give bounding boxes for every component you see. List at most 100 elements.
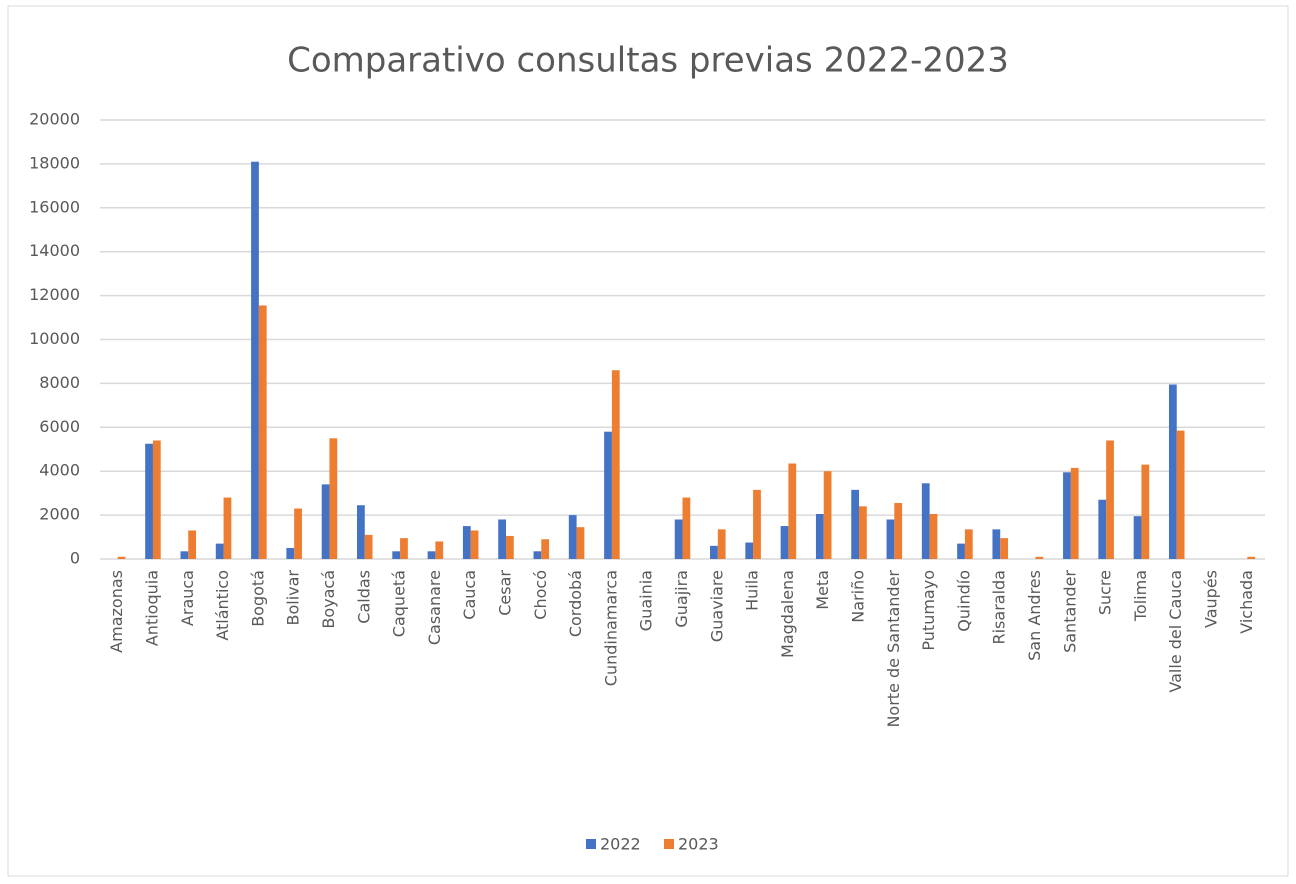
y-tick-label: 12000 xyxy=(29,285,80,304)
x-tick-label: Amazonas xyxy=(107,570,126,653)
bar xyxy=(294,508,302,559)
bar xyxy=(780,526,789,559)
legend-swatch xyxy=(586,839,596,849)
bar xyxy=(258,305,267,559)
bar xyxy=(815,514,824,559)
bar xyxy=(1063,472,1071,559)
x-tick-label: Vichada xyxy=(1237,570,1256,634)
bar xyxy=(286,548,295,559)
x-tick-label: Chocó xyxy=(531,570,550,620)
x-tick-label: Huila xyxy=(743,570,762,611)
x-tick-label: Guaviare xyxy=(707,570,726,642)
bar xyxy=(1098,499,1107,559)
bar xyxy=(745,542,754,559)
x-tick-label: Cesar xyxy=(495,570,514,616)
bar xyxy=(753,489,761,559)
bar xyxy=(992,529,1001,559)
legend-label: 2022 xyxy=(600,835,641,854)
bar xyxy=(1133,516,1142,559)
bar xyxy=(921,483,930,559)
bar xyxy=(533,551,542,559)
bar xyxy=(851,489,860,559)
x-tick-label: Valle del Cauca xyxy=(1166,570,1185,693)
bar xyxy=(470,530,479,559)
bar xyxy=(364,534,373,559)
y-tick-label: 8000 xyxy=(39,373,80,392)
x-tick-label: Cauca xyxy=(460,570,479,620)
bar xyxy=(188,530,197,559)
x-tick-label: Cordobá xyxy=(566,570,585,637)
bar xyxy=(357,505,365,559)
bar xyxy=(329,438,338,559)
bar xyxy=(1247,556,1256,559)
y-tick-label: 4000 xyxy=(39,461,80,480)
bar xyxy=(1176,430,1185,559)
bar xyxy=(576,527,585,559)
bar xyxy=(505,535,514,559)
x-tick-label: Meta xyxy=(813,570,832,610)
x-tick-label: Guainia xyxy=(637,570,656,631)
x-tick-label: San Andres xyxy=(1025,570,1044,661)
x-tick-label: Norte de Santander xyxy=(884,570,903,728)
bar xyxy=(1070,467,1079,559)
x-tick-label: Vaupés xyxy=(1202,570,1221,628)
bar xyxy=(145,443,153,559)
x-tick-label: Antioquia xyxy=(142,570,161,646)
bar xyxy=(859,506,867,559)
legend-label: 2023 xyxy=(678,835,719,854)
x-tick-label: Cundinamarca xyxy=(601,570,620,686)
bar xyxy=(223,497,232,559)
x-tick-label: Risaralda xyxy=(990,570,1009,645)
bar xyxy=(498,519,506,559)
x-tick-label: Guajira xyxy=(672,570,691,628)
bar xyxy=(929,514,938,559)
bar xyxy=(1141,464,1150,559)
bar xyxy=(957,543,965,559)
y-tick-label: 14000 xyxy=(29,241,80,260)
x-tick-label: Magdalena xyxy=(778,570,797,658)
chart-border xyxy=(7,5,1289,877)
y-tick-label: 10000 xyxy=(29,329,80,348)
x-tick-label: Boyacá xyxy=(319,570,338,629)
bar xyxy=(674,519,683,559)
x-tick-label: Caquetá xyxy=(390,570,409,637)
bar xyxy=(1035,556,1044,559)
bar xyxy=(717,529,726,559)
bar xyxy=(1168,384,1177,559)
bar xyxy=(611,370,620,559)
bar xyxy=(321,484,330,559)
y-tick-label: 0 xyxy=(70,549,80,568)
x-tick-label: Atlántico xyxy=(213,570,232,641)
y-tick-label: 6000 xyxy=(39,417,80,436)
x-tick-label: Arauca xyxy=(178,570,197,626)
bar xyxy=(215,543,224,559)
bar xyxy=(117,556,126,559)
bar xyxy=(604,431,612,559)
bar xyxy=(823,471,832,559)
x-tick-label: Sucre xyxy=(1096,570,1115,615)
x-tick-label: Nariño xyxy=(849,570,868,623)
bar xyxy=(1000,538,1008,559)
bar xyxy=(180,551,189,559)
x-tick-label: Casanare xyxy=(425,570,444,645)
y-tick-label: 18000 xyxy=(29,153,80,172)
bar xyxy=(251,161,259,559)
bar xyxy=(788,463,797,559)
y-tick-label: 2000 xyxy=(39,505,80,524)
x-tick-label: Putumayo xyxy=(919,570,938,651)
x-tick-label: Bogotá xyxy=(248,570,267,627)
bar xyxy=(886,519,895,559)
legend-swatch xyxy=(664,839,674,849)
bar xyxy=(568,515,577,559)
x-tick-label: Bolivar xyxy=(284,570,303,626)
x-tick-label: Quindío xyxy=(954,570,973,632)
bar xyxy=(400,538,408,559)
bar xyxy=(682,497,691,559)
bar xyxy=(392,551,401,559)
bar xyxy=(541,539,550,559)
chart-title: Comparativo consultas previas 2022-2023 xyxy=(287,41,1009,81)
y-tick-label: 16000 xyxy=(29,197,80,216)
bar xyxy=(152,440,161,559)
bar xyxy=(427,551,436,559)
